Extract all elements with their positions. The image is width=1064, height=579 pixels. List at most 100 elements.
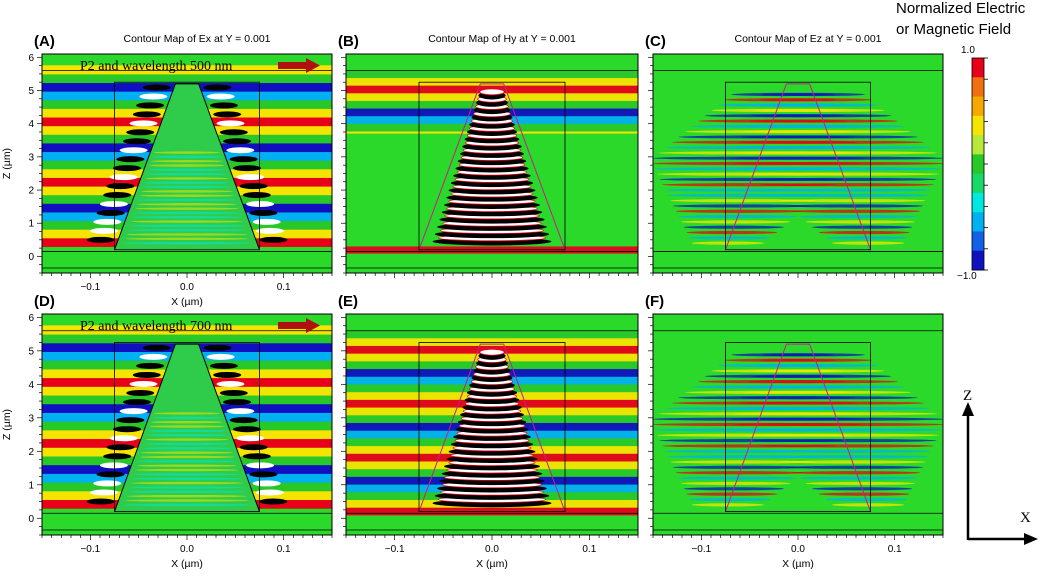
field-node [142, 84, 171, 91]
field-inner-band [153, 412, 221, 415]
field-inner-band [153, 151, 221, 154]
x-axis-label: X (µm) [171, 558, 203, 570]
x-axis-label: X (µm) [476, 558, 508, 570]
colorbar-swatch [972, 96, 984, 117]
colorbar-scale [971, 57, 988, 271]
panel-label: (D) [34, 293, 55, 310]
field-node [109, 435, 138, 442]
field-node [90, 489, 119, 496]
field-inner-band [151, 159, 223, 163]
field-inner-band [126, 494, 248, 498]
simulation-box [418, 81, 566, 251]
colorbar-swatch [972, 77, 984, 98]
field-node [132, 111, 161, 118]
field-node [479, 348, 505, 356]
field-map [42, 54, 332, 273]
simulation-box [114, 342, 260, 512]
field-node [106, 183, 135, 190]
panel-label: (A) [34, 33, 55, 50]
field-node [255, 489, 284, 496]
field-inner-band [123, 241, 251, 245]
y-tick-label: 2 [28, 447, 34, 458]
x-tick-label: 0.1 [277, 544, 291, 555]
field-inner-band [133, 473, 241, 476]
field-inner-band [132, 477, 242, 480]
z-arrow-head-icon [962, 402, 974, 416]
field-node [209, 362, 238, 369]
field-stripe [346, 337, 638, 346]
field-inner-band [146, 434, 228, 437]
colorbar-swatch [972, 173, 984, 194]
x-tick-label: 0.0 [791, 544, 805, 555]
y-axis-label: Z (µm) [1, 148, 13, 179]
x-arrow-head-icon [1024, 533, 1038, 545]
field-map [346, 314, 638, 535]
x-tick-label: −0.1 [80, 282, 100, 293]
y-tick-label: 1 [28, 480, 34, 491]
field-inner-band [146, 172, 228, 176]
simulation-box [725, 342, 871, 512]
field-inner-band [126, 233, 248, 236]
field-inner-band [143, 442, 231, 446]
panel-c: Contour Map of Ez at Y = 0.001 (C) [645, 33, 944, 278]
y-tick-label: 5 [28, 346, 34, 357]
x-direction-label: X [1020, 510, 1031, 526]
field-node [246, 200, 275, 207]
panel-annotation: P2 and wavelength 700 nm [80, 319, 233, 334]
colorbar-swatch [972, 58, 984, 78]
panel-f: −0.1 0.0 0.1 X (µm) (F) [645, 293, 944, 570]
panel-label: (C) [645, 33, 666, 50]
field-inner-band [142, 185, 232, 189]
annotation-arrow-shaft [278, 322, 306, 329]
y-tick-label: 5 [28, 86, 34, 97]
panel-e: −0.1 0.0 0.1 X (µm) (E) [338, 293, 639, 570]
waveguide-outline [114, 83, 260, 250]
field-node [216, 380, 245, 387]
field-lobe [733, 161, 943, 166]
field-inner-band [129, 486, 245, 489]
field-node [136, 362, 165, 369]
field-node [103, 192, 132, 199]
y-tick-label: 4 [28, 380, 34, 391]
field-node [86, 236, 115, 243]
field-node [255, 227, 284, 234]
field-node [229, 417, 258, 424]
field-node [136, 102, 165, 109]
field-node [116, 417, 145, 424]
field-node [129, 380, 158, 387]
x-tick-label: 0.0 [180, 282, 194, 293]
colorbar-title-line1: Normalized Electric [896, 0, 1026, 17]
colorbar-swatch [972, 154, 984, 175]
field-node [249, 471, 278, 478]
field-node [246, 462, 275, 469]
panel-annotation: P2 and wavelength 500 nm [80, 59, 233, 74]
field-inner-band [135, 468, 239, 472]
field-node [99, 462, 128, 469]
x-tick-label: −0.1 [385, 544, 405, 555]
field-node [203, 84, 232, 91]
field-node [259, 236, 288, 243]
field-node [96, 471, 125, 478]
field-node [119, 147, 148, 154]
panel-title: Contour Map of Hy at Y = 0.001 [428, 33, 576, 45]
y-tick-label: 2 [28, 186, 34, 197]
panel-d: −0.1 0.0 0.1 0 1 2 3 4 5 6 X (µm) Z (µm) (D) P2 and w… [1, 293, 333, 570]
field-inner-band [141, 451, 233, 454]
field-node [259, 498, 288, 505]
field-inner-band [136, 203, 238, 206]
field-inner-band [151, 420, 223, 424]
x-tick-label: 0.1 [582, 544, 596, 555]
panel-label: (B) [338, 33, 359, 50]
colorbar-min-label: −1.0 [957, 271, 977, 282]
colorbar-swatch [972, 115, 984, 136]
colorbar: Normalized Electric or Magnetic Field 1.… [896, 0, 1026, 282]
waveguide-outline [418, 83, 566, 250]
colorbar-swatch [972, 135, 984, 155]
field-node [232, 165, 261, 172]
field-inner-band [125, 499, 249, 502]
field-node [109, 174, 138, 181]
x-axis-label: X (µm) [171, 296, 203, 308]
field-node [232, 426, 261, 433]
field-inner-band [149, 425, 225, 428]
field-node [236, 174, 265, 181]
